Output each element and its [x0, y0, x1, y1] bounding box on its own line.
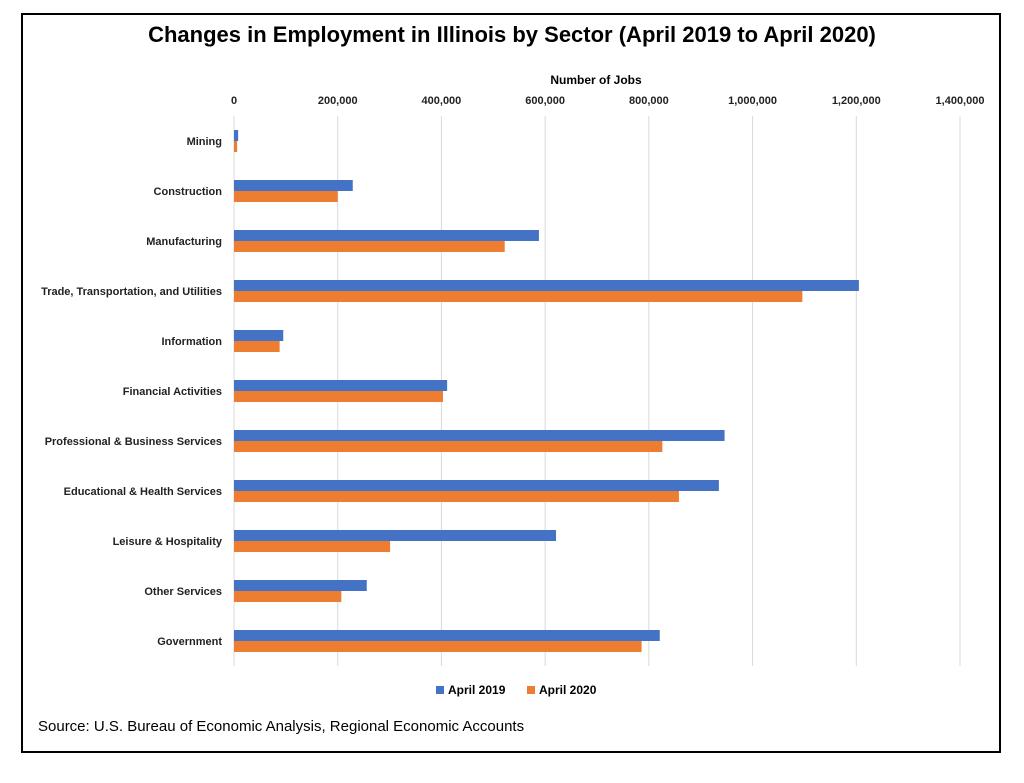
bar-series-1 — [234, 580, 367, 591]
chart-title: Changes in Employment in Illinois by Sec… — [148, 22, 876, 47]
x-tick-label: 0 — [231, 95, 237, 107]
bar-series-2 — [234, 291, 803, 302]
category-label: Other Services — [144, 586, 222, 598]
bar-series-2 — [234, 541, 391, 552]
bar-series-2 — [234, 141, 238, 152]
bar-series-2 — [234, 441, 663, 452]
bar-series-1 — [234, 630, 660, 641]
bar-series-2 — [234, 641, 642, 652]
x-tick-labels: 0 200,000 400,000 600,000 800,000 1,000,000 1,… — [231, 95, 985, 107]
legend-entry: April 2019 — [448, 683, 506, 697]
source-note: Source: U.S. Bureau of Economic Analysis… — [38, 718, 525, 735]
category-label: Information — [162, 336, 223, 348]
category-label: Mining — [187, 136, 222, 148]
x-tick-label: 200,000 — [318, 95, 358, 107]
bar-series-1 — [234, 130, 239, 141]
bar-series-1 — [234, 480, 719, 491]
category-label: Construction — [154, 186, 223, 198]
chart-frame — [21, 13, 1001, 753]
bar-series-2 — [234, 241, 505, 252]
bar-series-1 — [234, 230, 539, 241]
x-tick-label: 800,000 — [629, 95, 669, 107]
x-tick-label: 400,000 — [422, 95, 462, 107]
category-label: Professional & Business Services — [45, 436, 222, 448]
bar-series-2 — [234, 341, 280, 352]
bars — [234, 130, 859, 652]
x-tick-label: 1,400,000 — [936, 95, 985, 107]
bar-series-1 — [234, 280, 859, 291]
legend-entry: April 2020 — [539, 683, 597, 697]
category-label: Trade, Transportation, and Utilities — [41, 286, 222, 298]
x-tick-label: 1,200,000 — [832, 95, 881, 107]
category-label: Financial Activities — [123, 386, 222, 398]
bar-series-1 — [234, 330, 284, 341]
bar-series-1 — [234, 530, 557, 541]
category-label: Educational & Health Services — [64, 486, 222, 498]
category-labels: Mining Construction Manufacturing Trade, Tr… — [41, 136, 223, 648]
legend-swatch — [527, 686, 535, 694]
x-axis-label: Number of Jobs — [550, 73, 642, 87]
category-label: Manufacturing — [146, 236, 222, 248]
bar-series-2 — [234, 391, 443, 402]
category-label: Government — [157, 636, 222, 648]
bar-series-1 — [234, 380, 448, 391]
x-tick-label: 1,000,000 — [728, 95, 777, 107]
bar-series-1 — [234, 180, 353, 191]
legend: April 2019 April 2020 — [436, 683, 597, 697]
bar-series-2 — [234, 491, 679, 502]
legend-swatch — [436, 686, 444, 694]
category-label: Leisure & Hospitality — [113, 536, 223, 548]
gridlines — [233, 116, 961, 666]
x-tick-label: 600,000 — [525, 95, 565, 107]
bar-series-2 — [234, 191, 338, 202]
bar-series-1 — [234, 430, 725, 441]
bar-series-2 — [234, 591, 342, 602]
